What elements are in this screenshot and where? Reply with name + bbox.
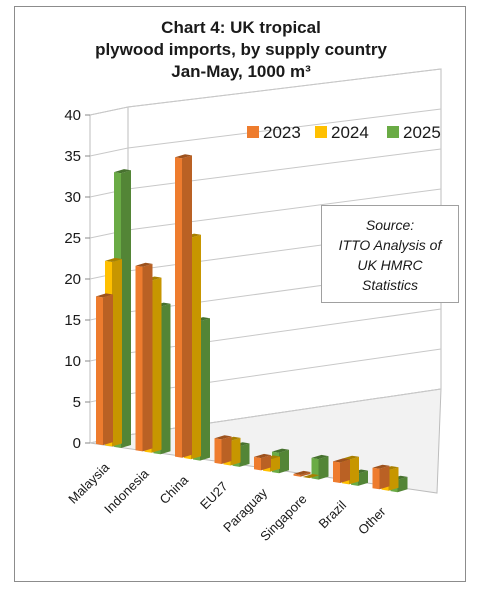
bar-2023-indonesia <box>135 262 153 452</box>
bar-top <box>302 474 320 479</box>
bar-top <box>311 454 329 460</box>
source-line-4: Statistics <box>361 277 418 293</box>
bar-2023-malaysia <box>96 293 113 446</box>
bar-side <box>142 263 153 452</box>
bar-front <box>135 265 143 452</box>
y-tick-label: 10 <box>64 353 81 370</box>
legend-label-2023: 2023 <box>263 123 301 142</box>
bars <box>96 154 408 493</box>
y-tick-label: 25 <box>64 230 81 247</box>
bar-side <box>388 467 399 491</box>
source-line-1: Source: <box>365 217 415 233</box>
bar-top <box>293 470 311 475</box>
bar-2024-singapore <box>302 474 320 479</box>
bar-side <box>318 456 329 480</box>
y-tick-label: 20 <box>64 271 81 288</box>
bar-side <box>239 443 250 467</box>
bar-top <box>254 453 271 459</box>
x-label-malaysia: Malaysia <box>65 459 112 506</box>
legend-swatch-2024 <box>315 126 327 138</box>
bar-side <box>103 294 113 446</box>
bar-top <box>135 262 153 267</box>
bar-side <box>191 234 201 460</box>
chart-title-line-2: plywood imports, by supply country <box>95 40 387 59</box>
legend-label-2024: 2024 <box>331 123 369 142</box>
chart-title: Chart 4: UK tropical plywood imports, by… <box>15 17 467 83</box>
bar-2023-brazil <box>333 458 350 483</box>
bar-top <box>114 169 131 174</box>
y-tick-label: 30 <box>64 189 81 206</box>
chart-title-line-1: Chart 4: UK tropical <box>161 18 321 37</box>
bar-side <box>221 436 232 464</box>
bar-2023-paraguay <box>254 453 271 471</box>
bar-side <box>160 303 171 455</box>
source-line-2: ITTO Analysis of <box>338 237 442 253</box>
bar-top <box>333 458 350 463</box>
chart-frame: Chart 4: UK tropical plywood imports, by… <box>14 6 466 582</box>
bar-side <box>151 277 162 453</box>
source-line-3: UK HMRC <box>357 257 423 273</box>
bar-top <box>342 455 359 460</box>
bar-side <box>300 472 311 477</box>
bar-top <box>214 435 232 440</box>
bar-side <box>340 459 350 483</box>
bar-top <box>175 154 192 159</box>
bar-front <box>372 467 380 490</box>
bar-2023-singapore <box>293 470 311 477</box>
bar-2023-china <box>175 154 192 458</box>
y-tick-label: 40 <box>64 107 81 124</box>
bar-side <box>121 170 131 449</box>
y-tick-label: 5 <box>73 394 81 411</box>
y-tick-label: 0 <box>73 435 81 452</box>
bar-side <box>230 437 241 466</box>
source-annotation: Source: ITTO Analysis of UK HMRC Statist… <box>321 205 459 303</box>
x-label-other: Other <box>355 503 389 537</box>
gridline <box>89 108 442 157</box>
x-label-brazil: Brazil <box>316 498 350 532</box>
bar-top <box>105 257 122 262</box>
bar-2023-eu27 <box>214 435 232 464</box>
x-label-eu27: EU27 <box>197 479 231 513</box>
bar-side <box>112 259 122 447</box>
bar-front <box>214 438 222 464</box>
bar-front <box>293 473 301 477</box>
bar-front <box>175 157 182 458</box>
gridline <box>89 68 442 116</box>
bar-side <box>358 470 368 486</box>
bar-side <box>279 449 289 474</box>
bar-top <box>272 448 289 453</box>
bar-side <box>349 456 359 485</box>
bar-side <box>182 155 192 458</box>
y-tick-label: 15 <box>64 312 81 329</box>
bar-side <box>261 455 271 471</box>
legend-label-2025: 2025 <box>403 123 441 142</box>
bar-front <box>333 461 340 483</box>
legend-swatch-2025 <box>387 126 399 138</box>
legend-swatch-2023 <box>247 126 259 138</box>
bar-front <box>254 456 261 471</box>
bar-2023-other <box>372 464 390 490</box>
bar-side <box>379 465 390 490</box>
bar-side <box>270 456 280 472</box>
bar-top <box>96 293 113 298</box>
bar-side <box>200 318 210 461</box>
bar-side <box>397 476 408 493</box>
chart-title-line-3: Jan-May, 1000 m³ <box>171 62 311 81</box>
bar-top <box>372 464 390 469</box>
legend: 2023 2024 2025 <box>247 123 441 142</box>
x-label-china: China <box>156 472 191 507</box>
y-tick-label: 35 <box>64 148 81 165</box>
y-axis-ticks: 0 5 10 15 20 25 30 35 40 <box>64 107 90 452</box>
bar-front <box>96 296 103 446</box>
